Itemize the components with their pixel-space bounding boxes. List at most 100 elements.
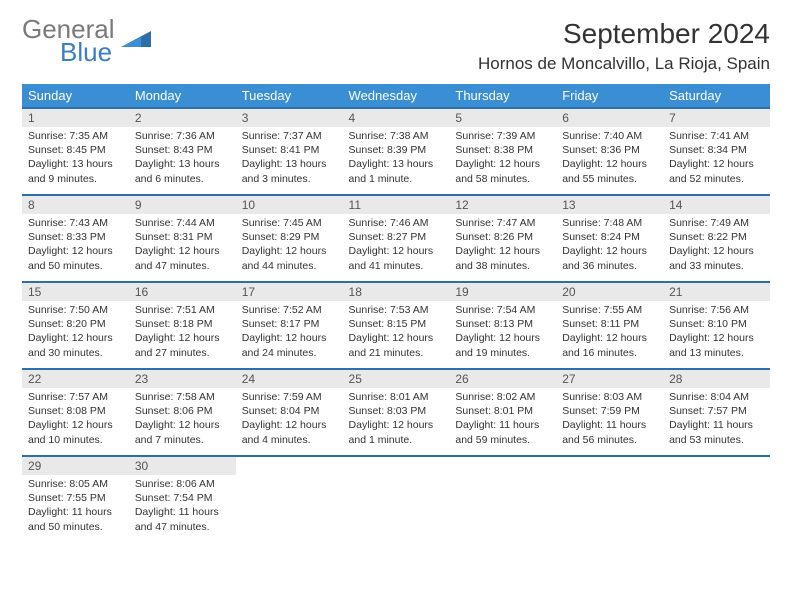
day-sr: Sunrise: 7:39 AM <box>455 129 550 143</box>
day-sr: Sunrise: 8:06 AM <box>135 477 230 491</box>
day-d2: and 58 minutes. <box>455 172 550 186</box>
day-d2: and 27 minutes. <box>135 346 230 360</box>
calendar-table: Sunday Monday Tuesday Wednesday Thursday… <box>22 84 770 543</box>
day-ss: Sunset: 8:43 PM <box>135 143 230 157</box>
day-d2: and 1 minute. <box>349 172 444 186</box>
day-body-cell: Sunrise: 7:43 AMSunset: 8:33 PMDaylight:… <box>22 214 129 282</box>
day-ss: Sunset: 8:11 PM <box>562 317 657 331</box>
day-sr: Sunrise: 7:45 AM <box>242 216 337 230</box>
day-d1: Daylight: 12 hours <box>562 244 657 258</box>
day-sr: Sunrise: 7:51 AM <box>135 303 230 317</box>
day-number-row: 891011121314 <box>22 195 770 214</box>
day-body-cell: Sunrise: 7:36 AMSunset: 8:43 PMDaylight:… <box>129 127 236 195</box>
day-sr: Sunrise: 7:59 AM <box>242 390 337 404</box>
day-number-cell: 6 <box>556 108 663 127</box>
day-body-cell: Sunrise: 7:54 AMSunset: 8:13 PMDaylight:… <box>449 301 556 369</box>
day-sr: Sunrise: 7:35 AM <box>28 129 123 143</box>
day-number-cell: 4 <box>343 108 450 127</box>
day-body-cell: Sunrise: 8:05 AMSunset: 7:55 PMDaylight:… <box>22 475 129 543</box>
day-body-cell: Sunrise: 7:39 AMSunset: 8:38 PMDaylight:… <box>449 127 556 195</box>
header: General Blue September 2024 Hornos de Mo… <box>22 18 770 74</box>
day-ss: Sunset: 8:39 PM <box>349 143 444 157</box>
day-number-cell: 21 <box>663 282 770 301</box>
weekday-header: Tuesday <box>236 84 343 108</box>
day-number-cell: 11 <box>343 195 450 214</box>
day-body-cell: Sunrise: 7:48 AMSunset: 8:24 PMDaylight:… <box>556 214 663 282</box>
day-number-cell <box>343 456 450 475</box>
day-body-cell: Sunrise: 8:03 AMSunset: 7:59 PMDaylight:… <box>556 388 663 456</box>
day-d1: Daylight: 12 hours <box>669 331 764 345</box>
day-number-cell: 15 <box>22 282 129 301</box>
title-location: Hornos de Moncalvillo, La Rioja, Spain <box>478 54 770 74</box>
day-ss: Sunset: 8:27 PM <box>349 230 444 244</box>
day-d1: Daylight: 13 hours <box>349 157 444 171</box>
day-d1: Daylight: 11 hours <box>28 505 123 519</box>
day-number-row: 15161718192021 <box>22 282 770 301</box>
day-sr: Sunrise: 7:43 AM <box>28 216 123 230</box>
day-d1: Daylight: 12 hours <box>455 331 550 345</box>
day-number-cell: 22 <box>22 369 129 388</box>
day-d1: Daylight: 11 hours <box>135 505 230 519</box>
day-body-cell <box>343 475 450 543</box>
day-body-row: Sunrise: 7:43 AMSunset: 8:33 PM Daylight:… <box>22 214 770 282</box>
weekday-header: Monday <box>129 84 236 108</box>
day-d2: and 16 minutes. <box>562 346 657 360</box>
day-sr: Sunrise: 8:01 AM <box>349 390 444 404</box>
day-sr: Sunrise: 7:40 AM <box>562 129 657 143</box>
day-body-cell: Sunrise: 7:52 AMSunset: 8:17 PMDaylight:… <box>236 301 343 369</box>
day-d2: and 38 minutes. <box>455 259 550 273</box>
day-d1: Daylight: 12 hours <box>562 157 657 171</box>
day-body-row: Sunrise: 7:57 AMSunset: 8:08 PMDaylight:… <box>22 388 770 456</box>
day-body-row: Sunrise: 7:50 AMSunset: 8:20 PM Daylight:… <box>22 301 770 369</box>
day-d1: Daylight: 13 hours <box>242 157 337 171</box>
day-number-cell: 29 <box>22 456 129 475</box>
day-body-cell <box>449 475 556 543</box>
day-d2: and 4 minutes. <box>242 433 337 447</box>
day-d1: Daylight: 11 hours <box>455 418 550 432</box>
day-body-cell: Sunrise: 7:51 AMSunset: 8:18 PMDaylight:… <box>129 301 236 369</box>
day-sr: Sunrise: 7:50 AM <box>28 303 123 317</box>
day-d1: Daylight: 12 hours <box>135 331 230 345</box>
day-ss: Sunset: 8:41 PM <box>242 143 337 157</box>
day-number-cell: 12 <box>449 195 556 214</box>
day-body-cell: Sunrise: 7:53 AMSunset: 8:15 PMDaylight:… <box>343 301 450 369</box>
title-month: September 2024 <box>478 18 770 50</box>
day-number-cell: 26 <box>449 369 556 388</box>
day-d2: and 30 minutes. <box>28 346 123 360</box>
day-sr: Sunrise: 7:38 AM <box>349 129 444 143</box>
brand-logo: General Blue <box>22 18 155 65</box>
day-number-cell: 14 <box>663 195 770 214</box>
day-d2: and 47 minutes. <box>135 259 230 273</box>
day-d2: and 44 minutes. <box>242 259 337 273</box>
day-ss: Sunset: 8:20 PM <box>28 317 123 331</box>
weekday-header: Sunday <box>22 84 129 108</box>
day-body-cell: Sunrise: 7:37 AMSunset: 8:41 PMDaylight:… <box>236 127 343 195</box>
day-ss: Sunset: 8:17 PM <box>242 317 337 331</box>
day-body-cell: Sunrise: 7:56 AMSunset: 8:10 PMDaylight:… <box>663 301 770 369</box>
day-number-cell <box>556 456 663 475</box>
day-d2: and 56 minutes. <box>562 433 657 447</box>
day-d2: and 24 minutes. <box>242 346 337 360</box>
day-number-cell: 8 <box>22 195 129 214</box>
day-d2: and 6 minutes. <box>135 172 230 186</box>
day-d1: Daylight: 12 hours <box>349 244 444 258</box>
day-number-cell: 30 <box>129 456 236 475</box>
day-body-cell: Sunrise: 7:59 AMSunset: 8:04 PMDaylight:… <box>236 388 343 456</box>
day-body-cell: Sunrise: 7:38 AMSunset: 8:39 PMDaylight:… <box>343 127 450 195</box>
day-d1: Daylight: 11 hours <box>669 418 764 432</box>
day-number-cell: 10 <box>236 195 343 214</box>
day-sr: Sunrise: 7:49 AM <box>669 216 764 230</box>
day-number-cell: 13 <box>556 195 663 214</box>
day-sr: Sunrise: 7:36 AM <box>135 129 230 143</box>
day-sr: Sunrise: 7:37 AM <box>242 129 337 143</box>
day-number-cell: 17 <box>236 282 343 301</box>
day-ss: Sunset: 8:26 PM <box>455 230 550 244</box>
day-ss: Sunset: 8:33 PM <box>28 230 123 244</box>
day-d2: and 36 minutes. <box>562 259 657 273</box>
weekday-header: Thursday <box>449 84 556 108</box>
day-sr: Sunrise: 8:03 AM <box>562 390 657 404</box>
day-ss: Sunset: 8:13 PM <box>455 317 550 331</box>
day-d1: Daylight: 12 hours <box>455 157 550 171</box>
day-d1: Daylight: 12 hours <box>669 157 764 171</box>
day-ss: Sunset: 8:04 PM <box>242 404 337 418</box>
